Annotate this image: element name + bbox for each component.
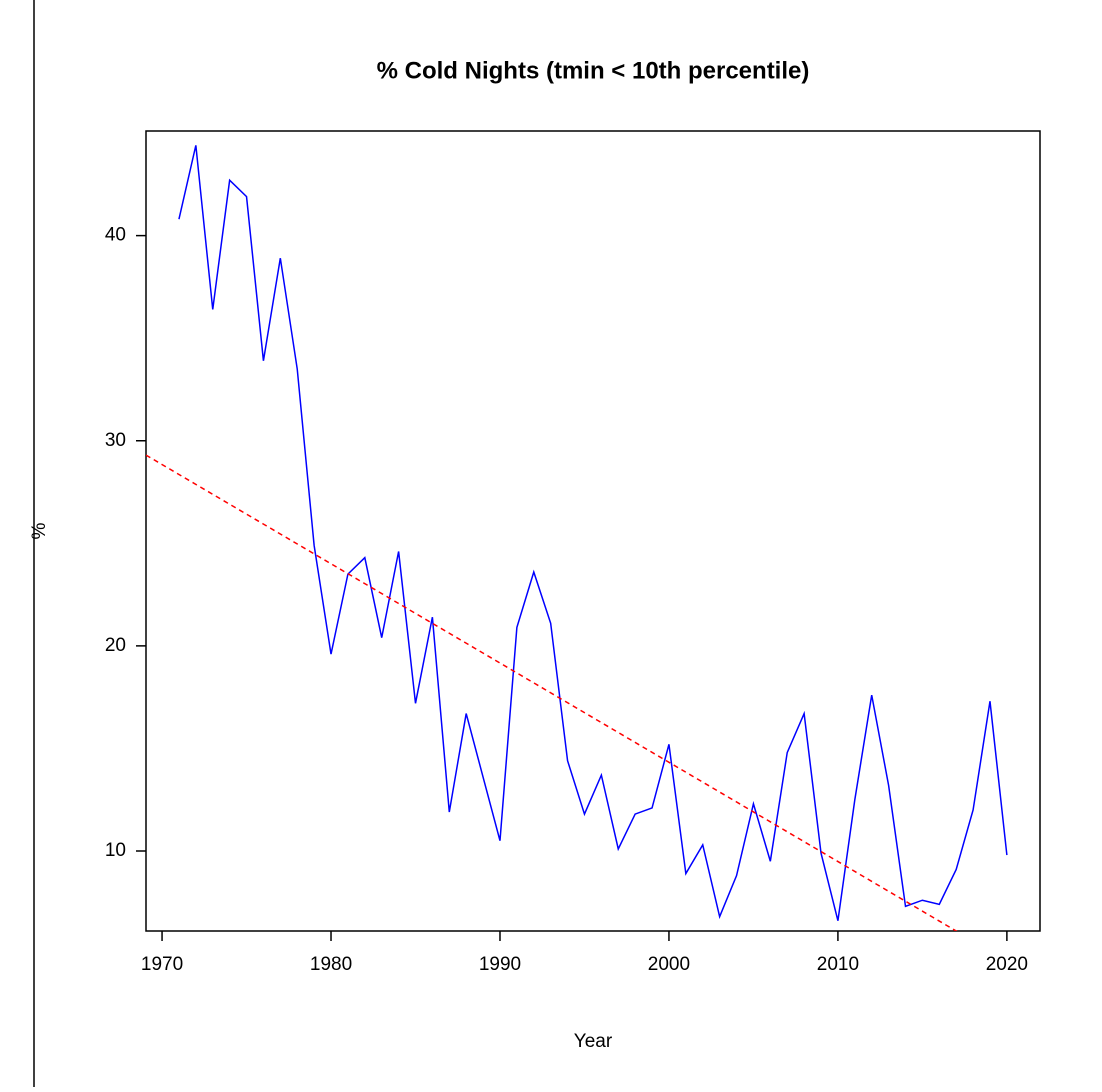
y-axis-label: % xyxy=(29,522,50,539)
y-tick-label: 40 xyxy=(105,225,126,246)
plot-area xyxy=(146,145,1008,931)
y-tick-label: 30 xyxy=(105,430,126,451)
x-tick-label: 1970 xyxy=(141,954,183,975)
trend-line xyxy=(146,454,958,931)
y-tick-label: 10 xyxy=(105,840,126,861)
x-tick-label: 2010 xyxy=(817,954,859,975)
x-tick-label: 1980 xyxy=(310,954,352,975)
x-tick-label: 2000 xyxy=(648,954,690,975)
chart-title: % Cold Nights (tmin < 10th percentile) xyxy=(377,57,810,84)
x-tick-label: 1990 xyxy=(479,954,521,975)
plot-frame xyxy=(145,130,1041,932)
y-tick-label: 20 xyxy=(105,635,126,656)
x-tick-label: 2020 xyxy=(986,954,1028,975)
data-line xyxy=(178,145,1008,921)
x-axis-label: Year xyxy=(574,1031,613,1052)
